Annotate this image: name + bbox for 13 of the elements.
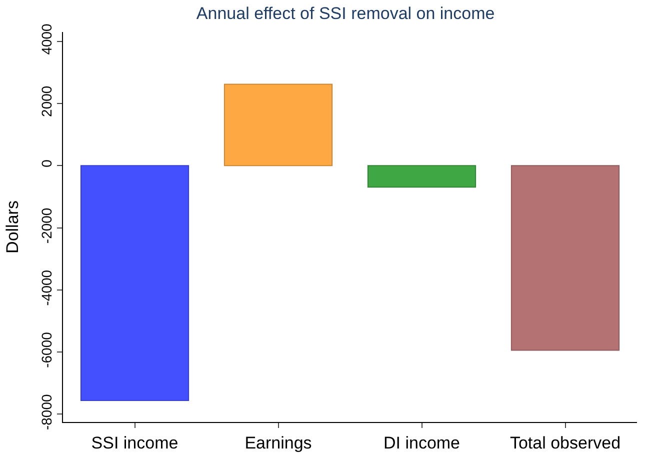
x-tick-label: Earnings (244, 433, 312, 452)
x-tick-label: Total observed (510, 433, 621, 452)
y-tick-label: 4000 (38, 23, 54, 55)
y-tick-label: -8000 (38, 394, 54, 430)
chart-title: Annual effect of SSI removal on income (196, 4, 495, 23)
y-tick-label: 0 (38, 159, 54, 168)
y-tick-label: -2000 (38, 208, 54, 244)
y-axis-title: Dollars (2, 200, 22, 254)
y-tick-label: -6000 (38, 332, 54, 368)
x-tick-label: DI income (383, 433, 460, 452)
x-tick-label: SSI income (91, 433, 178, 452)
y-tick-label: 2000 (38, 86, 54, 117)
y-tick-label: -4000 (38, 270, 54, 306)
